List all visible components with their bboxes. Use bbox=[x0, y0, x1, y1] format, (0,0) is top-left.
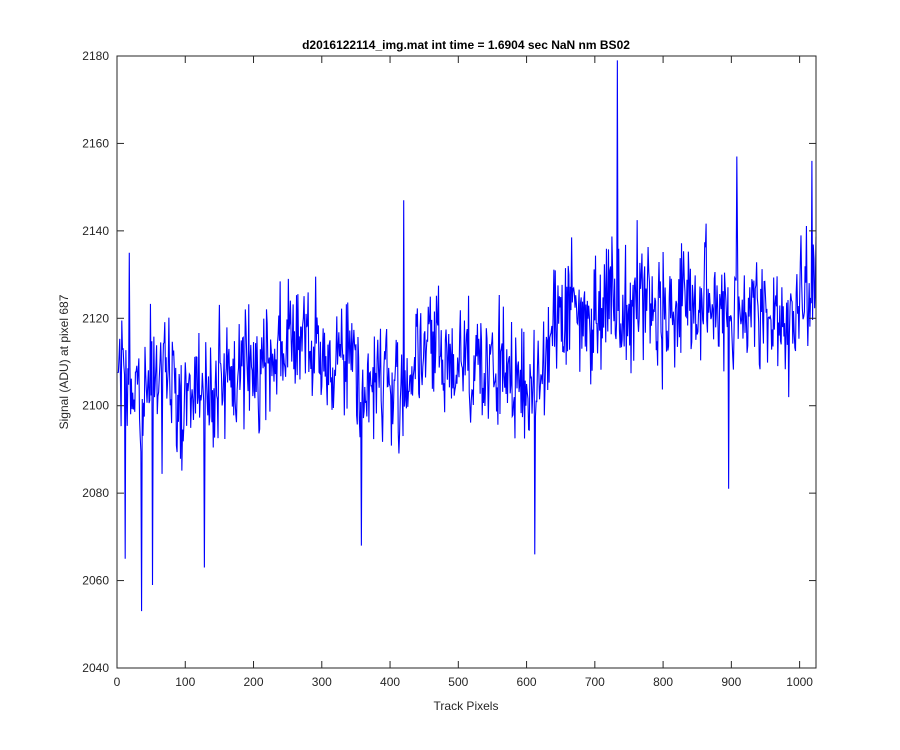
y-axis-label: Signal (ADU) at pixel 687 bbox=[57, 294, 71, 429]
y-tick-label: 2080 bbox=[82, 486, 109, 500]
x-tick-label: 700 bbox=[585, 675, 605, 689]
y-tick-label: 2120 bbox=[82, 311, 109, 325]
y-tick-label: 2060 bbox=[82, 574, 109, 588]
plot-area bbox=[117, 56, 816, 668]
x-tick-label: 800 bbox=[653, 675, 673, 689]
x-tick-label: 200 bbox=[244, 675, 264, 689]
chart-title: d2016122114_img.mat int time = 1.6904 se… bbox=[302, 38, 630, 52]
plot-frame bbox=[116, 55, 817, 669]
x-tick-label: 900 bbox=[721, 675, 741, 689]
y-tick-label: 2140 bbox=[82, 224, 109, 238]
signal-series-line bbox=[117, 60, 817, 612]
series-layer bbox=[117, 60, 817, 612]
x-ticks: 0 100 200 300 400 500 600 700 800 900 1000 bbox=[114, 56, 813, 689]
x-axis-label: Track Pixels bbox=[434, 699, 499, 713]
y-tick-label: 2160 bbox=[82, 136, 109, 150]
x-tick-label: 100 bbox=[175, 675, 195, 689]
x-tick-label: 600 bbox=[517, 675, 537, 689]
x-tick-label: 1000 bbox=[786, 675, 813, 689]
x-tick-label: 0 bbox=[114, 675, 121, 689]
y-tick-label: 2040 bbox=[82, 661, 109, 675]
x-tick-label: 400 bbox=[380, 675, 400, 689]
y-tick-label: 2180 bbox=[82, 49, 109, 63]
x-tick-label: 300 bbox=[312, 675, 332, 689]
x-tick-label: 500 bbox=[448, 675, 468, 689]
y-ticks: 2040 2060 2080 2100 2120 2140 2160 2180 bbox=[82, 49, 816, 675]
y-tick-label: 2100 bbox=[82, 399, 109, 413]
